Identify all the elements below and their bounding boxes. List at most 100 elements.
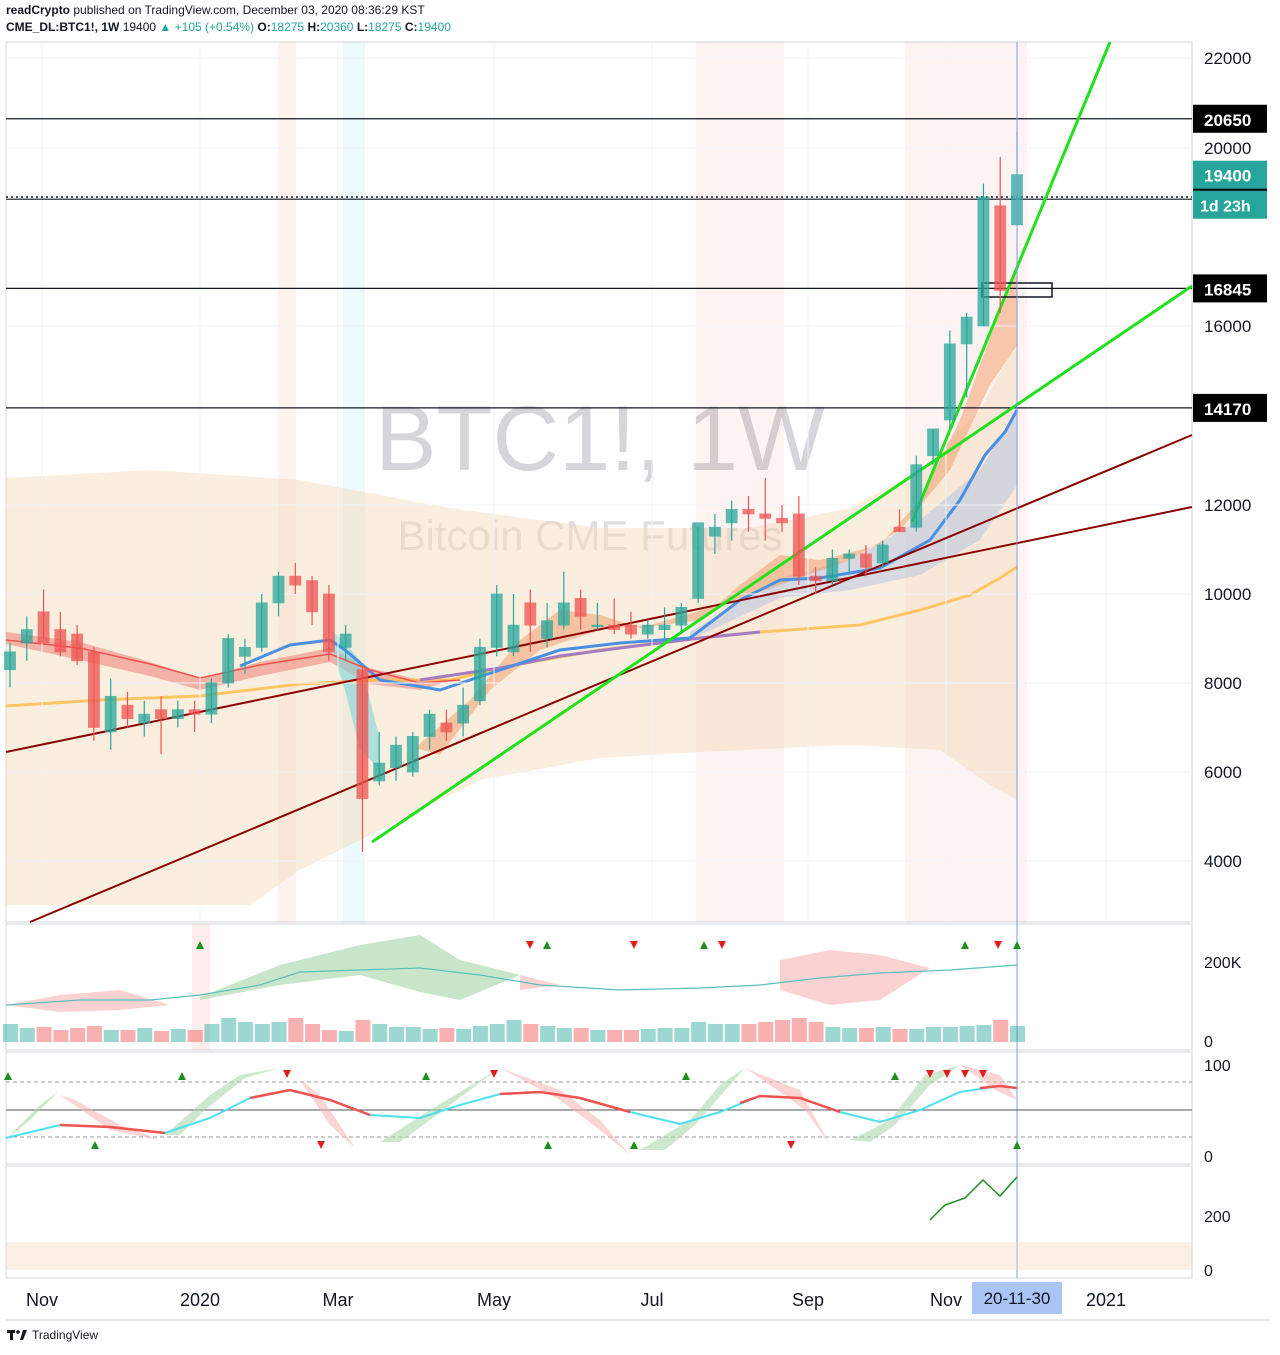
signal-up-icon [682, 1072, 690, 1080]
volume-bar [472, 1026, 488, 1042]
trendlines[interactable] [5, 41, 1193, 923]
candle[interactable] [188, 700, 201, 732]
candle-body [608, 624, 621, 631]
candle[interactable] [960, 312, 973, 398]
candle[interactable] [222, 634, 235, 688]
candle[interactable] [272, 571, 285, 617]
time-tick-label: Jul [640, 1290, 663, 1310]
candle[interactable] [121, 691, 134, 728]
candle-body [910, 464, 923, 528]
candlestick-series[interactable] [4, 131, 1023, 853]
candle[interactable] [255, 594, 268, 652]
candle[interactable] [742, 496, 755, 532]
candle-body [171, 709, 184, 720]
candle[interactable] [356, 665, 369, 853]
candle[interactable] [457, 687, 470, 737]
candle-body [406, 736, 419, 773]
level-label: 14170 [1193, 393, 1267, 422]
bottom-green-line [929, 1176, 1018, 1221]
candle[interactable] [239, 638, 251, 675]
candle[interactable] [423, 709, 436, 750]
volume-bar [556, 1028, 572, 1042]
candle[interactable] [37, 589, 50, 644]
red-trendline-upper[interactable] [5, 506, 1193, 753]
candle[interactable] [843, 549, 856, 572]
candle[interactable] [658, 607, 671, 639]
last-value: 19400 [122, 20, 157, 34]
footer-brand: TradingView [32, 1328, 99, 1342]
candle[interactable] [88, 647, 100, 741]
price-axis[interactable]: 22000 20000 16000 12000 10000 8000 6000 4000 206… [1193, 49, 1267, 871]
candle[interactable] [675, 602, 688, 635]
candle[interactable] [474, 638, 486, 706]
candle[interactable] [608, 598, 621, 635]
green-trendline-steep[interactable] [910, 41, 1112, 523]
candle[interactable] [809, 567, 822, 594]
candle[interactable] [4, 642, 16, 688]
candle[interactable] [692, 522, 705, 603]
candle[interactable] [104, 678, 117, 750]
volume-bar [707, 1024, 723, 1042]
candle[interactable] [792, 496, 805, 586]
candle[interactable] [860, 545, 872, 577]
candle[interactable] [725, 500, 738, 541]
volume-bar [540, 1026, 556, 1042]
volume-bar [103, 1030, 119, 1042]
candle[interactable] [507, 594, 520, 657]
candle[interactable] [138, 700, 151, 737]
candle[interactable] [524, 589, 537, 652]
candle[interactable] [776, 505, 788, 532]
volume-bar [623, 1030, 639, 1042]
candle[interactable] [490, 585, 503, 657]
candle[interactable] [709, 513, 721, 554]
volume-bar [892, 1029, 908, 1042]
candle[interactable] [977, 183, 990, 327]
candle[interactable] [826, 549, 839, 586]
volume-bars[interactable] [3, 1018, 1025, 1042]
candle[interactable] [205, 678, 218, 724]
candle[interactable] [390, 736, 402, 781]
candle[interactable] [306, 576, 319, 626]
candle[interactable] [20, 616, 33, 661]
candle[interactable] [541, 602, 553, 648]
candle[interactable] [155, 696, 167, 755]
candle[interactable] [322, 585, 335, 661]
candle-body [239, 647, 251, 657]
published-text: published on TradingView.com, December 0… [73, 3, 425, 17]
level-label-box [1193, 104, 1267, 133]
candle[interactable] [71, 625, 84, 666]
candle-body [826, 558, 839, 582]
candle[interactable] [893, 509, 906, 533]
bottom-band [6, 1242, 1192, 1270]
candle[interactable] [574, 589, 587, 630]
candle[interactable] [876, 540, 889, 568]
candle[interactable] [171, 700, 184, 728]
volume-flow-red [6, 950, 930, 1012]
candle[interactable] [625, 611, 637, 639]
green-trendline-long[interactable] [371, 284, 1193, 844]
candle[interactable] [591, 602, 604, 630]
candle[interactable] [440, 709, 453, 741]
candle[interactable] [910, 455, 923, 532]
candle[interactable] [339, 625, 352, 661]
symbol-name: CME_DL:BTC1!, 1W [6, 20, 120, 34]
volume-pane-frame [5, 923, 1193, 1051]
candle[interactable] [54, 611, 67, 657]
volume-bar [439, 1028, 455, 1042]
volume-bar [842, 1028, 858, 1042]
candle[interactable] [641, 620, 654, 639]
price-tick-label: 20000 [1204, 139, 1251, 158]
candle[interactable] [759, 478, 772, 541]
candle[interactable] [406, 731, 419, 777]
volume-signal-arrows [196, 941, 1021, 949]
candle[interactable] [943, 330, 956, 429]
candle[interactable] [927, 428, 939, 465]
candle[interactable] [557, 571, 570, 630]
time-axis[interactable]: Nov 2020 Mar May Jul Sep Nov 2021 [26, 1290, 1126, 1310]
candle[interactable] [373, 731, 386, 786]
volume-bar [187, 1030, 203, 1042]
candle[interactable] [289, 562, 302, 594]
candle[interactable] [994, 156, 1007, 313]
volume-bar [959, 1026, 975, 1042]
